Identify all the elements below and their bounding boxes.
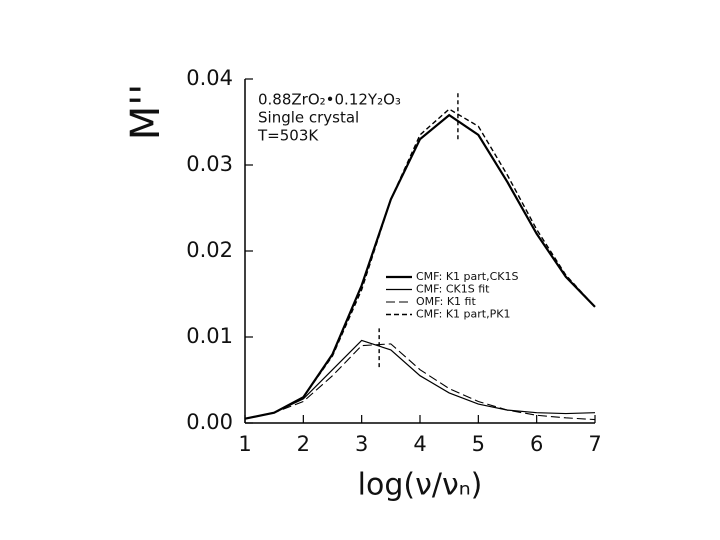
annotation: Single crystal (258, 109, 359, 127)
y-tick-label: 0.02 (186, 238, 233, 262)
y-tick-label: 0.04 (186, 66, 233, 90)
legend-label: OMF: K1 fit (416, 295, 476, 308)
x-tick-label: 4 (413, 432, 426, 456)
y-tick-label: 0.00 (186, 410, 233, 434)
series-line (244, 339, 596, 420)
y-tick-label: 0.01 (186, 324, 233, 348)
legend-label: CMF: K1 part,PK1 (416, 308, 510, 321)
series-line (244, 343, 596, 421)
series-line (244, 113, 596, 420)
x-tick-label: 6 (530, 432, 543, 456)
x-tick-label: 3 (355, 432, 368, 456)
y-tick-label: 0.03 (186, 152, 233, 176)
legend-label: CMF: K1 part,CK1S (416, 270, 519, 283)
annotation: T=503K (257, 127, 319, 145)
x-tick-label: 7 (588, 432, 601, 456)
x-tick-label: 5 (472, 432, 485, 456)
y-axis-label: M'' (123, 84, 169, 141)
annotation: 0.88ZrO₂•0.12Y₂O₃ (258, 91, 401, 109)
x-tick-label: 2 (297, 432, 310, 456)
legend-label: CMF: CK1S fit (416, 283, 490, 296)
x-tick-label: 1 (238, 432, 251, 456)
series-line (244, 108, 596, 420)
x-axis-label: log(ν/νₙ) (358, 468, 483, 503)
